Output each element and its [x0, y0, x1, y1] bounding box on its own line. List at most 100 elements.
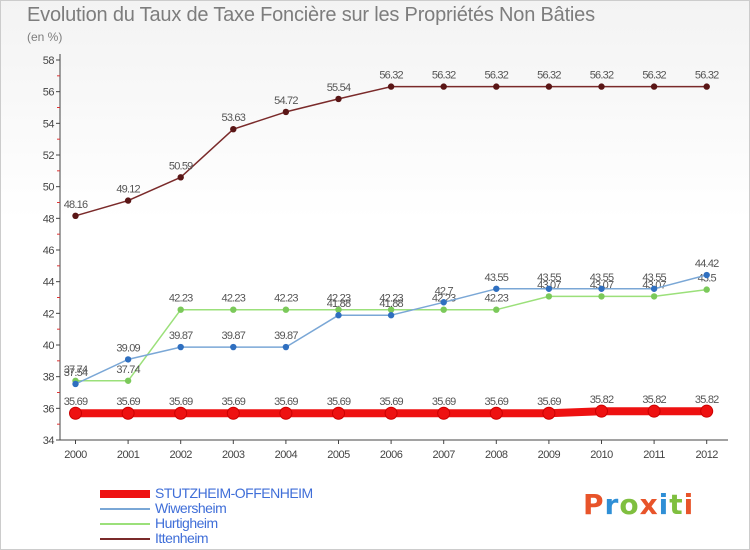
data-point: [440, 306, 447, 313]
data-label: 44.42: [695, 258, 719, 270]
data-point: [335, 312, 342, 319]
data-point: [177, 174, 184, 181]
data-point: [598, 293, 605, 300]
data-point: [124, 356, 132, 363]
y-tick-label: 40: [43, 340, 55, 352]
data-point: [650, 285, 658, 292]
data-point: [226, 406, 240, 420]
data-label: 42.23: [485, 293, 509, 305]
data-point: [598, 83, 605, 90]
data-label: 35.69: [537, 396, 561, 408]
data-point: [69, 406, 82, 420]
y-tick-label: 46: [43, 245, 55, 257]
data-point: [230, 306, 237, 313]
x-tick-label: 2002: [169, 449, 192, 461]
y-tick-label: 52: [43, 150, 55, 162]
data-label: 35.82: [695, 394, 719, 406]
data-label: 53.63: [222, 112, 246, 124]
brand-letter: x: [639, 488, 659, 521]
x-tick-label: 2011: [643, 449, 665, 461]
data-label: 41.88: [327, 298, 351, 310]
data-point: [282, 108, 290, 116]
data-label: 42.23: [274, 293, 298, 305]
data-point: [72, 212, 79, 219]
data-point: [177, 306, 184, 313]
data-point: [703, 286, 710, 293]
data-point: [703, 271, 710, 279]
legend-swatch: [100, 508, 150, 510]
data-point: [493, 83, 500, 90]
data-point: [595, 404, 608, 418]
data-point: [230, 125, 237, 133]
data-label: 56.32: [485, 70, 509, 82]
data-label: 56.32: [537, 70, 561, 82]
data-point: [387, 306, 395, 313]
data-label: 35.82: [590, 394, 614, 406]
data-point: [493, 285, 500, 292]
data-point: [282, 306, 290, 313]
legend-label: Ittenheim: [155, 530, 209, 546]
brand-letter: t: [669, 488, 684, 521]
data-label: 35.82: [642, 394, 666, 406]
chart-title: Evolution du Taux de Taxe Foncière sur l…: [27, 4, 595, 26]
data-point: [335, 95, 342, 103]
data-point: [545, 285, 553, 292]
data-label: 39.09: [116, 342, 140, 354]
data-label: 56.32: [695, 70, 719, 82]
brand-letter: r: [604, 488, 620, 521]
data-point: [332, 406, 345, 420]
data-label: 35.69: [169, 396, 193, 408]
data-label: 37.74: [116, 364, 140, 376]
data-label: 42.23: [327, 293, 351, 305]
data-point: [542, 406, 556, 420]
brand-letter: i: [683, 488, 695, 521]
data-label: 35.69: [432, 396, 456, 408]
data-point: [489, 406, 503, 420]
data-label: 56.32: [379, 70, 403, 82]
x-tick-label: 2012: [695, 449, 718, 461]
data-label: 35.69: [274, 396, 298, 408]
chart-subtitle: (en %): [27, 30, 63, 44]
legend-label: STUTZHEIM-OFFENHEIM: [155, 485, 313, 501]
data-label: 54.72: [274, 95, 298, 107]
data-label: 35.69: [116, 396, 140, 408]
data-point: [230, 343, 237, 351]
data-point: [650, 83, 658, 90]
y-tick-label: 38: [43, 372, 55, 384]
data-point: [121, 406, 135, 420]
data-point: [545, 83, 553, 90]
brand-letter: o: [619, 488, 640, 521]
data-label: 42.23: [222, 293, 246, 305]
data-label: 56.32: [642, 70, 666, 82]
data-label: 35.69: [222, 396, 246, 408]
data-point: [650, 293, 658, 300]
data-point: [440, 299, 447, 306]
y-tick-label: 34: [43, 435, 55, 447]
series-hurtigheim: 37.74 37.74 42.23 42.23 42.23 42.23 42.23 42.23…: [64, 273, 717, 384]
data-point: [384, 406, 398, 420]
series-stutzheim-offenheim: 35.69 35.69 35.69 35.69 35.69 35.69 35.69 35.69…: [64, 394, 720, 420]
brand-letter: P: [583, 488, 605, 521]
data-label: 42.23: [379, 293, 403, 305]
y-tick-label: 48: [43, 213, 55, 225]
series-line: [75, 85, 707, 217]
y-tick-label: 54: [43, 118, 55, 130]
data-label: 42.23: [169, 293, 193, 305]
data-point: [598, 285, 605, 292]
legend-swatch: [100, 538, 150, 540]
x-tick-label: 2005: [327, 449, 350, 461]
data-label: 39.87: [274, 330, 298, 342]
data-point: [174, 406, 188, 420]
data-label: 35.69: [379, 396, 403, 408]
data-point: [124, 197, 132, 204]
y-tick-label: 36: [43, 403, 55, 415]
y-tick-label: 44: [43, 277, 55, 289]
data-point: [440, 83, 447, 90]
x-tick-label: 2006: [380, 449, 403, 461]
data-point: [493, 306, 500, 313]
data-label: 42.7: [435, 285, 454, 297]
y-tick-label: 50: [43, 182, 55, 194]
data-label: 43.55: [485, 272, 509, 284]
